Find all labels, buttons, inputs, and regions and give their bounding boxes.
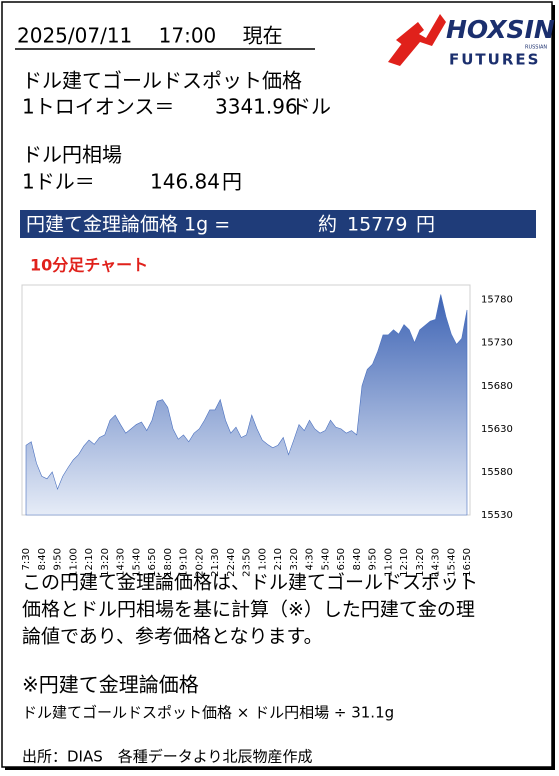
chart-title: 10分足チャート [30,256,148,275]
note-line: 論値であり、参考価格となります。 [22,626,323,648]
theory-value: 15779 [347,214,407,236]
logo-small: RUSSIAN [525,45,547,51]
formula-text: ドル建てゴールドスポット価格 × ドル円相場 ÷ 31.1g [22,704,394,722]
logo-bird [388,14,446,66]
x-tick-label: 9:50 [368,548,379,570]
note-line: 価格とドル円相場を基に計算（※）した円建て金の理 [22,599,475,621]
x-tick-label: 1:00 [257,548,268,570]
fx-value: 146.84 [150,170,220,194]
x-tick-label: 9:50 [53,548,64,570]
source: 出所：DIAS 各種データより北辰物産作成 [22,748,312,766]
x-tick-label: 13:20 [100,548,111,577]
y-tick-label: 15780 [481,295,513,306]
x-tick-label: 4:30 [305,548,316,570]
x-tick-label: 11:00 [383,548,394,577]
x-tick-label: 20:20 [194,548,205,577]
theory-bar [20,210,536,238]
logo: HOXSIN RUSSIAN FUTURES [388,14,555,69]
theory-approx: 約 [318,214,337,236]
fx-unit: 円 [222,170,242,194]
x-tick-label: 7:30 [21,548,32,570]
date-time: 2025/07/11 17:00 現在 [17,24,283,48]
gold-label: ドル建てゴールドスポット価格 [22,69,302,93]
logo-sub: FUTURES [449,51,540,69]
logo-wing [396,22,424,46]
theory-unit: 円 [416,214,435,236]
x-tick-label: 15:40 [446,548,457,577]
x-tick-label: 14:30 [431,548,442,577]
note-line: この円建て金理論価格は、ドル建てゴールドスポット [22,572,478,594]
x-tick-label: 23:50 [242,548,253,577]
area [25,294,468,516]
y-tick-label: 15580 [481,467,513,478]
gold-value: 3341.96 [215,95,298,119]
x-tick-label: 13:20 [415,548,426,577]
x-tick-label: 5:40 [320,548,331,570]
x-tick-label: 12:10 [399,548,410,577]
x-tick-label: 18:00 [163,548,174,577]
x-tick-label: 15:40 [131,548,142,577]
gold-unit-label: 1トロイオンス＝ [22,95,174,119]
x-tick-label: 12:10 [84,548,95,577]
x-tick-label: 8:40 [352,548,363,570]
x-tick-label: 21:30 [210,548,221,577]
y-tick-label: 15630 [481,424,513,435]
x-tick-label: 16:50 [462,548,473,577]
x-tick-label: 3:20 [289,548,300,570]
formula-title: ※円建て金理論価格 [22,673,199,697]
logo-name: HOXSIN [446,15,555,44]
x-tick-label: 22:40 [226,548,237,577]
x-tick-label: 11:00 [68,548,79,577]
x-tick-label: 2:10 [273,548,284,570]
fx-label: ドル円相場 [22,143,122,167]
fx-unit-label: 1ドル＝ [22,170,95,194]
x-tick-label: 8:40 [37,548,48,570]
y-tick-label: 15530 [481,510,513,521]
x-tick-label: 6:50 [336,548,347,570]
theory-label: 円建て金理論価格 1g = [26,214,230,236]
x-tick-label: 14:30 [116,548,127,577]
y-tick-label: 15730 [481,338,513,349]
y-tick-label: 15680 [481,381,513,392]
gold-unit: ドル [291,95,331,119]
x-tick-label: 16:50 [147,548,158,577]
x-tick-label: 19:10 [179,548,190,577]
